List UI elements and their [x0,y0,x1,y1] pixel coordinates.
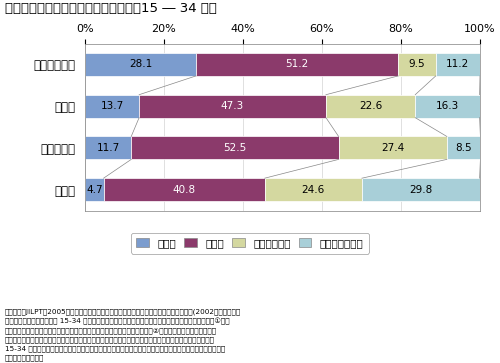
Text: 22.6: 22.6 [359,101,382,111]
Text: 11.2: 11.2 [446,60,469,69]
Text: 13.7: 13.7 [100,101,124,111]
Text: 40.8: 40.8 [172,185,196,195]
Text: 16.3: 16.3 [436,101,459,111]
Bar [362,178,480,201]
Text: 27.4: 27.4 [381,143,404,153]
Text: 図５　若年者の就業状況別学歴構成（15 ― 34 歳）: 図５ 若年者の就業状況別学歴構成（15 ― 34 歳） [5,2,217,15]
Bar [85,95,139,118]
Text: 24.6: 24.6 [302,185,325,195]
Bar [131,136,338,159]
Text: 29.8: 29.8 [409,185,432,195]
Text: 47.3: 47.3 [221,101,244,111]
Bar [85,53,196,76]
Text: 9.5: 9.5 [408,60,426,69]
Bar [139,95,326,118]
Text: 28.1: 28.1 [129,60,152,69]
Text: 4.7: 4.7 [86,185,102,195]
Bar [85,136,131,159]
Text: 52.5: 52.5 [224,143,246,153]
Bar [415,95,480,118]
Bar [338,136,447,159]
Bar [264,178,362,201]
Text: 51.2: 51.2 [286,60,308,69]
Text: 11.7: 11.7 [96,143,120,153]
Bar [326,95,415,118]
Bar [447,136,480,159]
Bar [85,178,103,201]
Text: 資料出所：JILPT（2005）「若者就業支援の現状と課題」）総務省「就業構造基本調査」(2002）特別集計）
注：フリーターは、年齢は 15-34 歳、在学し: 資料出所：JILPT（2005）「若者就業支援の現状と課題」）総務省「就業構造基… [5,308,241,361]
Text: 8.5: 8.5 [456,143,472,153]
Bar [436,53,480,76]
Legend: 中学卒, 高校卒, 短大・専門卒, 大学・大学院卒: 中学卒, 高校卒, 短大・専門卒, 大学・大学院卒 [132,233,369,253]
Bar [196,53,398,76]
Bar [398,53,436,76]
Bar [104,178,264,201]
